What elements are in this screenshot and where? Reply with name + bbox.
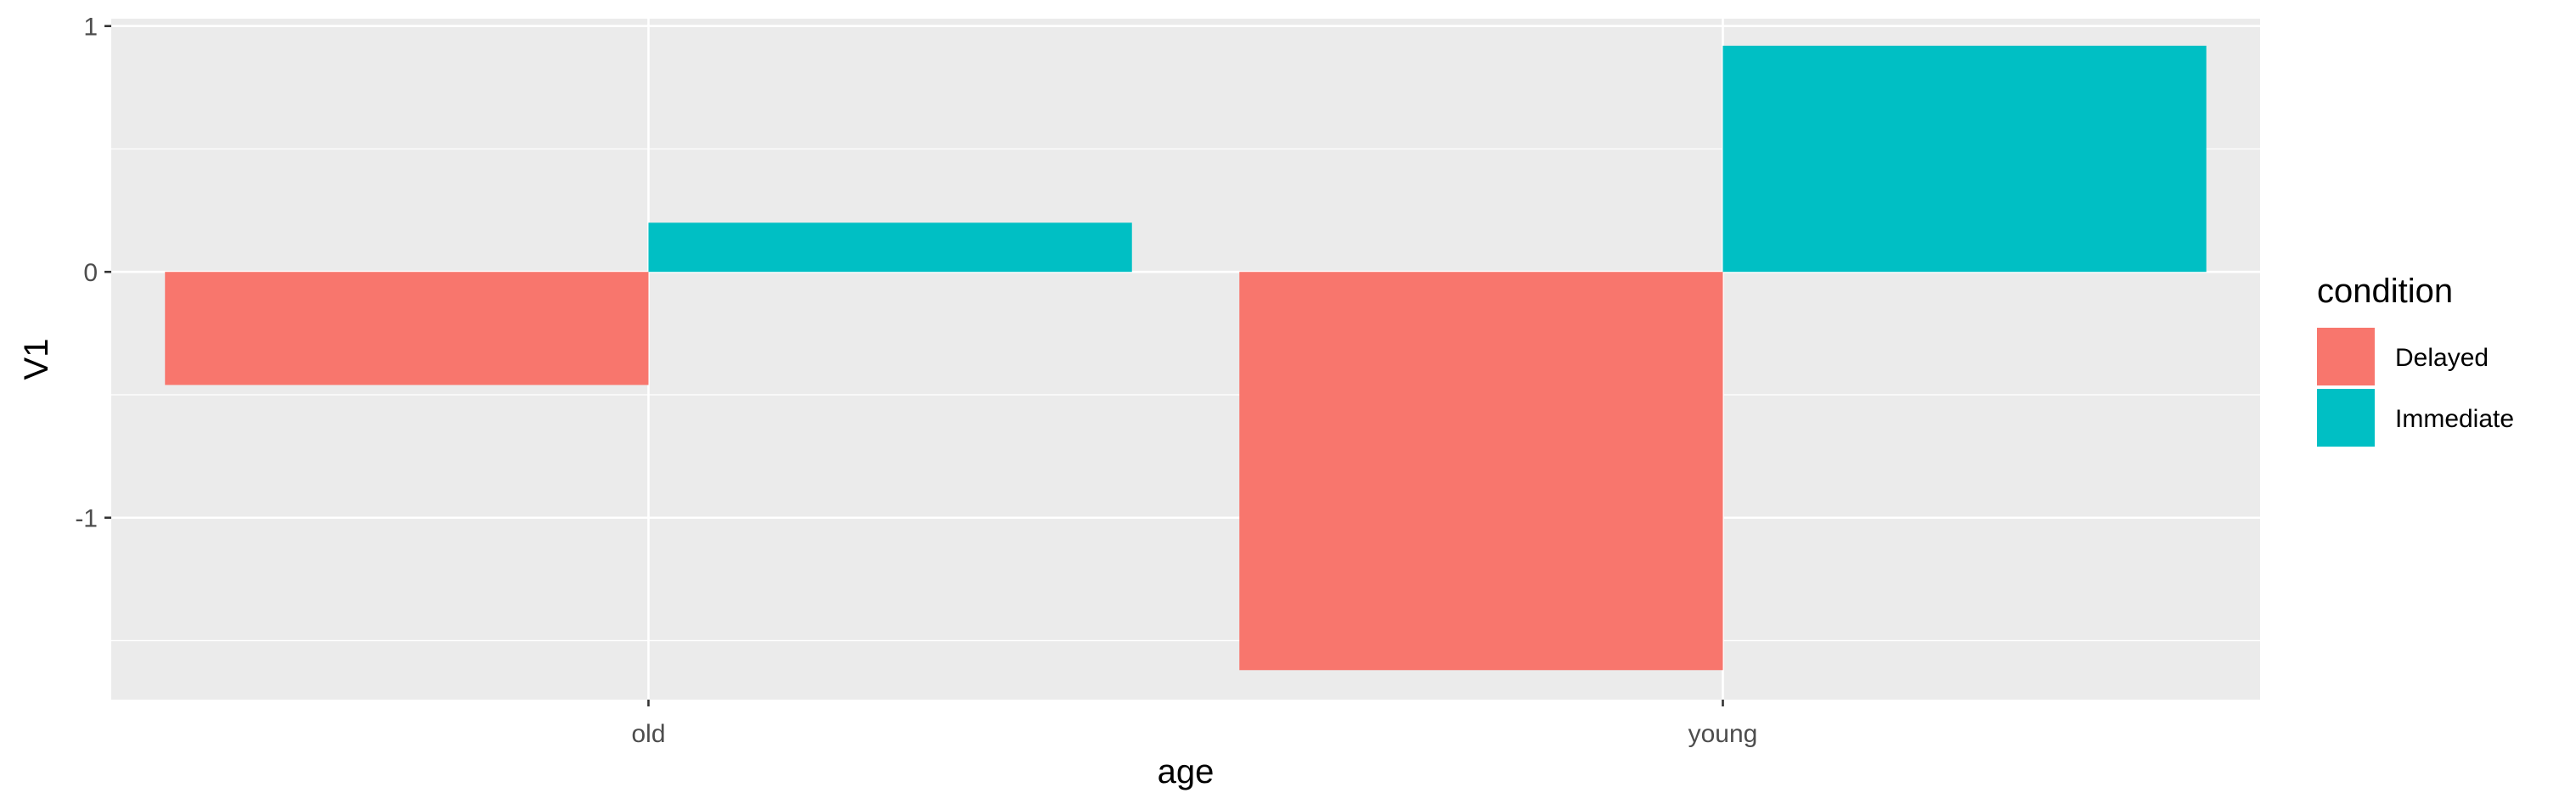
y-axis: 1 0 -1 (75, 14, 111, 533)
x-axis-title: age (1158, 753, 1215, 790)
legend-key-delayed (2317, 328, 2375, 385)
bars (165, 45, 2207, 671)
bar-immediate-old (648, 222, 1132, 273)
x-tick-label: young (1688, 720, 1758, 748)
legend-label-delayed: Delayed (2395, 344, 2489, 372)
legend-key-immediate (2317, 389, 2375, 447)
legend-title: condition (2317, 273, 2453, 310)
y-tick-label: 1 (83, 14, 98, 42)
x-axis: old young (631, 700, 1757, 748)
y-axis-title: V1 (18, 339, 55, 380)
y-tick-label: -1 (75, 505, 98, 533)
bar-delayed-old (165, 272, 649, 385)
bar-delayed-young (1239, 272, 1723, 671)
bar-immediate-young (1722, 45, 2207, 273)
legend-label-immediate: Immediate (2395, 405, 2514, 433)
y-tick-label: 0 (83, 259, 98, 287)
x-tick-label: old (631, 720, 665, 748)
legend: condition Delayed Immediate (2317, 273, 2514, 447)
